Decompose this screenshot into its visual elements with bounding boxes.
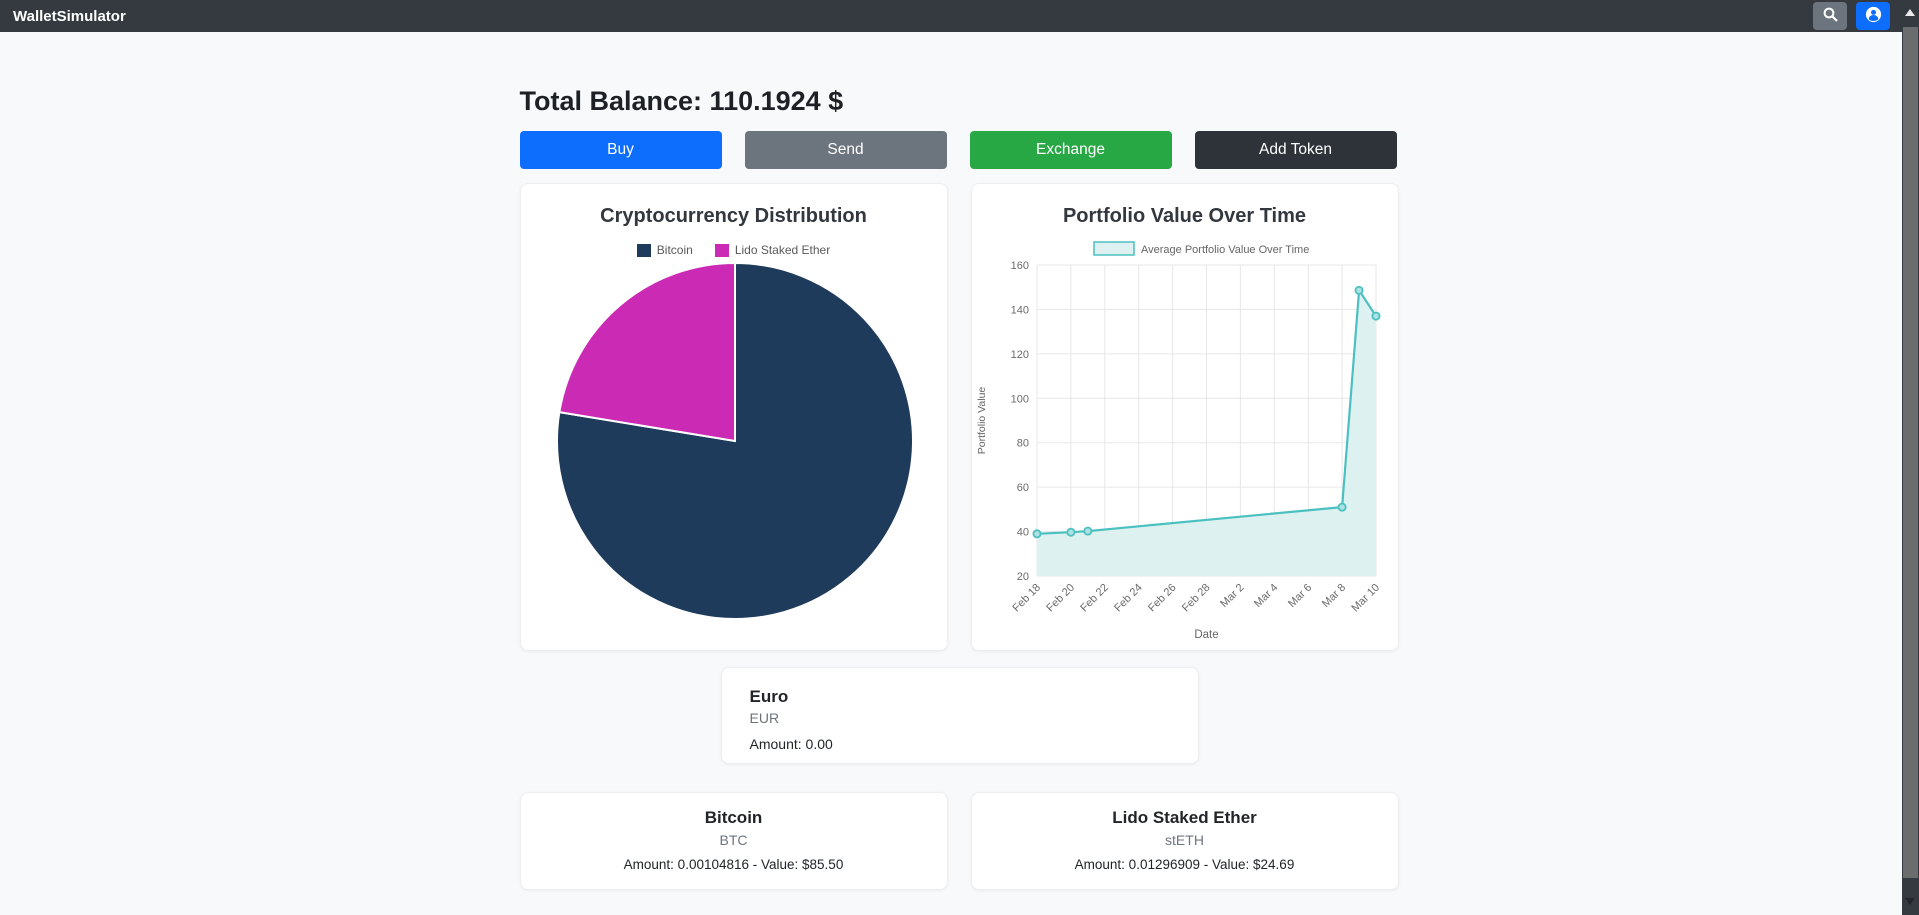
person-circle-icon (1865, 6, 1882, 26)
chart-grid (1036, 264, 1376, 577)
navbar: WalletSimulator (0, 0, 1919, 32)
vertical-scrollbar[interactable] (1902, 0, 1919, 915)
svg-text:140: 140 (1010, 304, 1028, 316)
euro-symbol: EUR (749, 710, 780, 726)
x-axis-title: Date (1194, 629, 1218, 641)
steth-symbol: stETH (1165, 832, 1204, 848)
steth-legend-label: Lido Staked Ether (734, 243, 831, 257)
svg-text:Feb 24: Feb 24 (1112, 582, 1145, 615)
svg-text:Mar 6: Mar 6 (1285, 582, 1313, 610)
svg-text:Mar 8: Mar 8 (1319, 582, 1347, 610)
steth-name: Lido Staked Ether (1112, 808, 1257, 827)
pie-chart[interactable] (521, 257, 949, 629)
pie-legend-item-steth[interactable]: Lido Staked Ether (714, 243, 831, 257)
euro-name: Euro (749, 687, 789, 706)
bitcoin-legend-label: Bitcoin (656, 243, 693, 257)
profile-button[interactable] (1856, 2, 1890, 30)
search-icon (1823, 7, 1838, 25)
svg-text:Mar 2: Mar 2 (1218, 582, 1246, 610)
data-point-0[interactable] (1032, 529, 1042, 539)
svg-text:100: 100 (1010, 393, 1028, 405)
steth-legend-swatch (714, 243, 729, 257)
svg-text:80: 80 (1016, 438, 1028, 450)
data-point-1[interactable] (1065, 527, 1075, 537)
svg-text:120: 120 (1010, 349, 1028, 361)
svg-text:Mar 4: Mar 4 (1252, 582, 1280, 610)
line-legend[interactable]: Average Portfolio Value Over Time (1092, 241, 1309, 256)
pie-slice-lido-staked-ether[interactable] (557, 261, 736, 443)
pie-chart-title: Cryptocurrency Distribution (600, 205, 867, 227)
x-axis-ticks: Feb 18 Feb 20 Feb 22 Feb 24 Feb 26 Feb 28 Mar … (1010, 582, 1382, 615)
search-button[interactable] (1813, 2, 1847, 30)
svg-text:Feb 28: Feb 28 (1179, 582, 1212, 615)
bitcoin-detail: Amount: 0.00104816 - Value: $85.50 (623, 857, 844, 872)
bitcoin-token-card: Bitcoin BTC Amount: 0.00104816 - Value: … (519, 792, 948, 890)
scrollbar-thumb[interactable] (1903, 27, 1918, 878)
svg-text:20: 20 (1016, 571, 1028, 583)
bitcoin-legend-swatch (636, 243, 651, 257)
total-balance-heading: Total Balance: 110.1924 $ (519, 86, 844, 116)
token-cards-row: Bitcoin BTC Amount: 0.00104816 - Value: … (519, 792, 1400, 890)
svg-text:Feb 26: Feb 26 (1146, 582, 1179, 615)
series-line (1036, 289, 1377, 535)
svg-text:Feb 22: Feb 22 (1078, 582, 1111, 615)
charts-row: Cryptocurrency Distribution Bitcoin Lido… (519, 183, 1400, 651)
scrollbar-down-arrow-icon[interactable] (1905, 898, 1915, 905)
action-buttons-row: Buy Send Exchange Add Token (519, 131, 1400, 169)
steth-token-card: Lido Staked Ether stETH Amount: 0.012969… (970, 792, 1399, 890)
series-area (1036, 290, 1376, 576)
buy-button[interactable]: Buy (519, 131, 722, 169)
line-chart-card: Portfolio Value Over Time 20 40 60 80 100 120… (970, 183, 1400, 651)
app-brand: WalletSimulator (13, 7, 126, 25)
data-point-3[interactable] (1337, 502, 1347, 512)
series-average-portfolio-value (1032, 285, 1380, 576)
navbar-controls (1813, 2, 1890, 30)
line-legend-label: Average Portfolio Value Over Time (1141, 244, 1309, 256)
send-button[interactable]: Send (744, 131, 947, 169)
svg-text:40: 40 (1016, 527, 1028, 539)
svg-text:160: 160 (1010, 260, 1028, 272)
svg-text:Feb 20: Feb 20 (1044, 582, 1077, 615)
steth-detail: Amount: 0.01296909 - Value: $24.69 (1074, 857, 1295, 872)
data-point-5[interactable] (1370, 311, 1380, 321)
svg-text:60: 60 (1016, 482, 1028, 494)
euro-amount: Amount: 0.00 (749, 736, 833, 752)
add-token-button[interactable]: Add Token (1194, 131, 1397, 169)
svg-text:Feb 18: Feb 18 (1010, 582, 1043, 615)
data-point-4[interactable] (1354, 285, 1364, 295)
euro-card: Euro EUR Amount: 0.00 (720, 667, 1199, 764)
exchange-button[interactable]: Exchange (969, 131, 1172, 169)
pie-legend: Bitcoin Lido Staked Ether (521, 243, 947, 257)
line-chart-title: Portfolio Value Over Time (1062, 205, 1307, 227)
bitcoin-name: Bitcoin (704, 808, 763, 827)
y-axis-ticks: 20 40 60 80 100 120 140 160 (1010, 260, 1028, 583)
pie-chart-card: Cryptocurrency Distribution Bitcoin Lido… (519, 183, 949, 651)
scrollbar-up-arrow-icon[interactable] (1905, 9, 1915, 16)
bitcoin-symbol: BTC (719, 832, 748, 848)
y-axis-title: Portfolio Value (976, 387, 988, 455)
data-point-2[interactable] (1082, 526, 1092, 536)
main-content: Total Balance: 110.1924 $ Buy Send Excha… (519, 32, 1400, 890)
svg-text:Mar 10: Mar 10 (1349, 582, 1382, 615)
pie-legend-item-bitcoin[interactable]: Bitcoin (636, 243, 693, 257)
